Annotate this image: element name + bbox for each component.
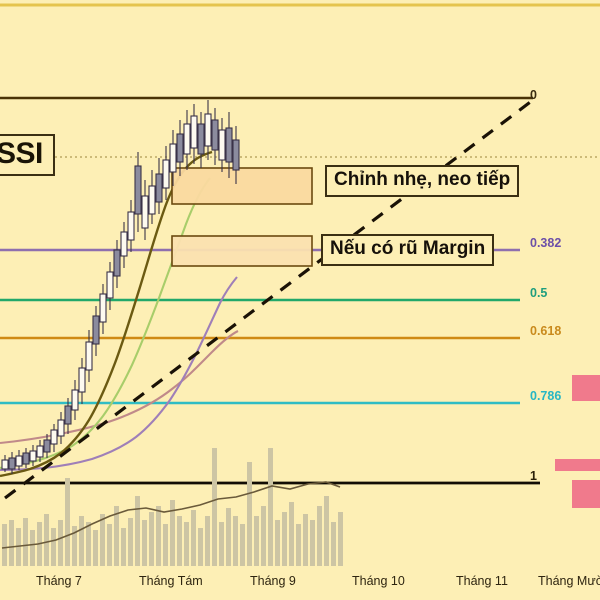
- candle: [43, 434, 51, 458]
- highlight-zones[interactable]: [171, 167, 313, 267]
- candle: [134, 152, 142, 232]
- upper-supply-zone: [171, 167, 313, 205]
- right-price-markers: [555, 375, 600, 508]
- candle: [22, 448, 30, 468]
- candle: [127, 200, 135, 252]
- candle: [148, 170, 156, 224]
- fib-label-0786: 0.786: [530, 389, 562, 403]
- candle: [155, 158, 163, 214]
- candle: [190, 104, 198, 164]
- candle: [141, 180, 149, 240]
- fib-label-0618: 0.618: [530, 324, 562, 338]
- x-tick-3: Tháng 10: [352, 574, 405, 588]
- ma-purple-line: [0, 276, 238, 472]
- fib-label-0382: 0.382: [530, 236, 562, 250]
- price-marker-mid: [555, 459, 600, 471]
- candle: [169, 130, 177, 186]
- candle: [120, 222, 128, 268]
- candle: [183, 110, 191, 170]
- candle: [218, 118, 226, 172]
- ma-rose-line: [0, 330, 239, 445]
- candle: [1, 455, 9, 472]
- candle: [232, 126, 240, 184]
- candle: [176, 120, 184, 176]
- fibonacci-levels: [0, 96, 540, 485]
- symbol-ticker-badge[interactable]: SSI: [0, 134, 55, 176]
- candle: [106, 262, 114, 310]
- candle: [71, 380, 79, 420]
- candle: [15, 450, 23, 470]
- lower-supply-zone: [171, 235, 313, 267]
- candle: [50, 424, 58, 452]
- candle: [204, 100, 212, 160]
- x-tick-0: Tháng 7: [36, 574, 82, 588]
- x-tick-1: Tháng Tám: [139, 574, 203, 588]
- volume-bars: [2, 448, 343, 566]
- x-tick-5: Tháng Mười: [538, 574, 600, 588]
- candle: [8, 452, 16, 474]
- dashed-uptrend-line[interactable]: [4, 98, 534, 500]
- candle: [197, 112, 205, 168]
- fib-label-05: 0.5: [530, 286, 548, 300]
- candle: [57, 412, 65, 444]
- candle: [113, 240, 121, 288]
- candle: [99, 284, 107, 334]
- candle: [36, 440, 44, 462]
- candle: [78, 358, 86, 404]
- candle: [225, 112, 233, 178]
- candle: [162, 146, 170, 200]
- ma-light-green-line: [0, 177, 211, 470]
- candle: [92, 306, 100, 356]
- annotation-upper[interactable]: Chỉnh nhẹ, neo tiếp: [325, 165, 520, 197]
- annotation-lower[interactable]: Nếu có rũ Margin: [321, 234, 495, 266]
- fib-label-0: 0: [530, 88, 537, 102]
- time-axis[interactable]: Tháng 7 Tháng Tám Tháng 9 Tháng 10 Tháng…: [0, 566, 600, 600]
- fib-label-1: 1: [530, 469, 537, 483]
- candle: [29, 445, 37, 466]
- price-marker-upper: [572, 375, 600, 401]
- x-tick-4: Tháng 11: [456, 574, 508, 588]
- volume-ma-line: [1, 481, 341, 549]
- x-tick-2: Tháng 9: [250, 574, 296, 588]
- candle: [64, 398, 72, 434]
- candle: [211, 108, 219, 165]
- candle: [85, 330, 93, 382]
- price-marker-lower: [572, 480, 600, 508]
- candlestick-series: [1, 100, 240, 474]
